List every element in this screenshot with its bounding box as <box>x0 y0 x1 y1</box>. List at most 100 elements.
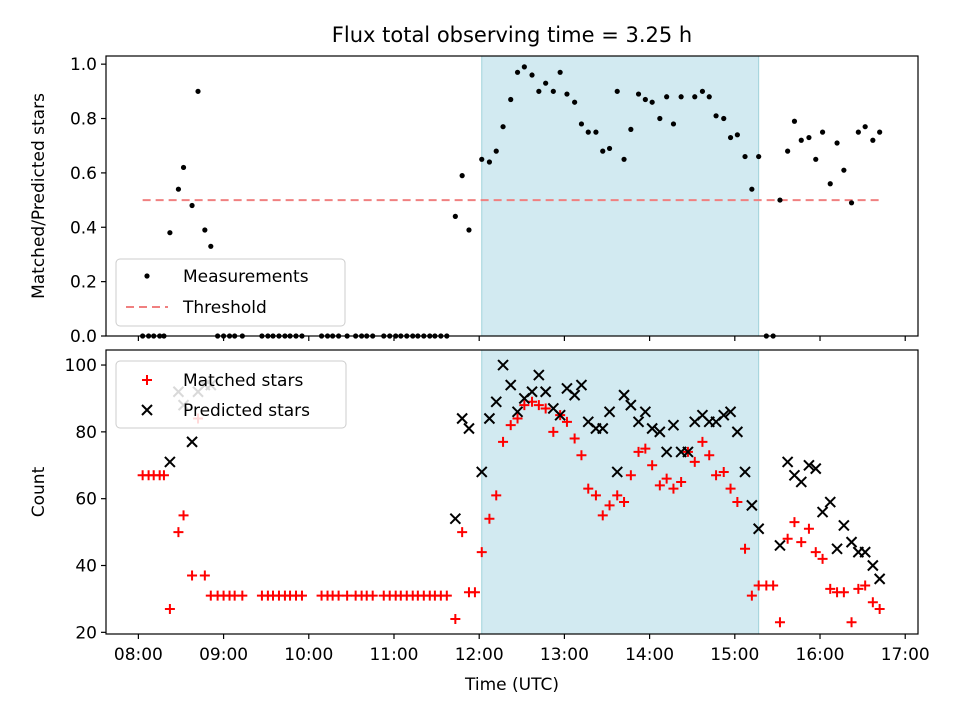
plot-frame <box>105 55 919 337</box>
data-point <box>845 536 858 548</box>
observing-window-band <box>481 349 760 635</box>
data-point <box>511 406 524 418</box>
data-point <box>621 156 627 162</box>
data-point <box>476 466 488 478</box>
data-point <box>706 94 712 100</box>
data-point <box>791 118 798 124</box>
data-point <box>466 227 472 233</box>
data-point <box>533 400 544 411</box>
data-point <box>667 419 680 431</box>
x-tick-label: 11:00 <box>369 645 418 665</box>
data-point <box>539 386 552 398</box>
data-point <box>867 559 879 572</box>
data-point <box>752 523 765 535</box>
data-point <box>642 96 648 103</box>
data-point <box>526 386 538 398</box>
data-point <box>727 134 734 141</box>
data-point <box>670 121 677 127</box>
data-point <box>164 456 176 468</box>
data-point <box>860 580 871 591</box>
plot-frame <box>105 349 919 635</box>
data-point <box>498 436 509 447</box>
data-point <box>654 480 665 491</box>
data-point <box>208 243 214 249</box>
data-point <box>441 590 452 601</box>
y-tick-label: 60 <box>75 490 97 510</box>
data-point <box>199 570 210 581</box>
data-point <box>533 369 545 381</box>
data-point <box>640 443 651 454</box>
data-point <box>676 476 687 487</box>
data-point <box>810 462 822 475</box>
data-point <box>841 167 847 173</box>
data-point <box>486 159 493 165</box>
data-point <box>561 416 572 427</box>
data-point <box>664 94 670 100</box>
data-point <box>654 426 666 438</box>
data-point <box>725 483 736 494</box>
y-tick-label: 100 <box>65 356 97 376</box>
data-point <box>469 587 480 598</box>
data-point <box>600 148 606 154</box>
data-point <box>721 115 727 122</box>
x-tick-label: 14:00 <box>625 645 674 665</box>
x-tick-label: 16:00 <box>796 645 845 665</box>
data-point <box>824 496 836 508</box>
data-point <box>689 456 700 467</box>
y-tick-label: 40 <box>75 557 97 577</box>
data-point <box>512 413 523 424</box>
legend: Measurements Threshold <box>115 258 346 327</box>
data-point <box>859 546 871 558</box>
data-point <box>195 88 201 94</box>
data-point <box>855 129 861 135</box>
data-point <box>463 422 475 435</box>
data-point <box>479 156 485 162</box>
data-point <box>576 450 587 461</box>
data-point <box>834 140 840 146</box>
data-point <box>564 91 570 97</box>
data-point <box>449 513 462 525</box>
data-point <box>554 409 566 421</box>
legend: Matched stars Predicted stars <box>115 360 347 429</box>
data-point <box>619 497 630 508</box>
data-point <box>180 164 187 171</box>
x-tick-label: 10:00 <box>284 645 333 665</box>
data-point <box>529 72 535 78</box>
data-point <box>713 113 719 119</box>
x-tick-label: 09:00 <box>199 645 248 665</box>
data-point <box>746 499 758 512</box>
data-point <box>456 412 468 425</box>
data-point <box>732 497 743 508</box>
data-point <box>625 470 636 481</box>
data-point <box>333 590 344 601</box>
data-point <box>514 69 521 75</box>
data-point <box>186 436 198 448</box>
data-point <box>718 466 729 477</box>
data-point <box>740 543 751 554</box>
data-point <box>862 124 868 130</box>
data-point <box>572 99 578 105</box>
data-point <box>578 121 585 127</box>
data-point <box>628 126 634 132</box>
data-point <box>167 230 173 236</box>
legend-label-matched: Matched stars <box>183 371 303 391</box>
data-point <box>367 590 378 601</box>
data-point <box>604 500 615 511</box>
data-point <box>774 539 786 552</box>
data-point <box>874 603 885 614</box>
legend-box <box>115 360 347 429</box>
data-point <box>781 456 794 468</box>
data-point <box>661 473 672 484</box>
legend-marker-matched <box>142 375 152 385</box>
data-point <box>838 519 850 532</box>
data-point <box>597 510 608 521</box>
data-point <box>540 403 551 414</box>
data-point <box>796 537 807 548</box>
data-point <box>649 99 655 105</box>
x-tick-label: 13:00 <box>540 645 589 665</box>
data-point <box>521 64 527 70</box>
chart-title: Flux total observing time = 3.25 h <box>332 23 692 47</box>
data-point <box>853 583 864 594</box>
y-tick-label: 0.4 <box>70 218 97 238</box>
data-point <box>575 379 588 391</box>
